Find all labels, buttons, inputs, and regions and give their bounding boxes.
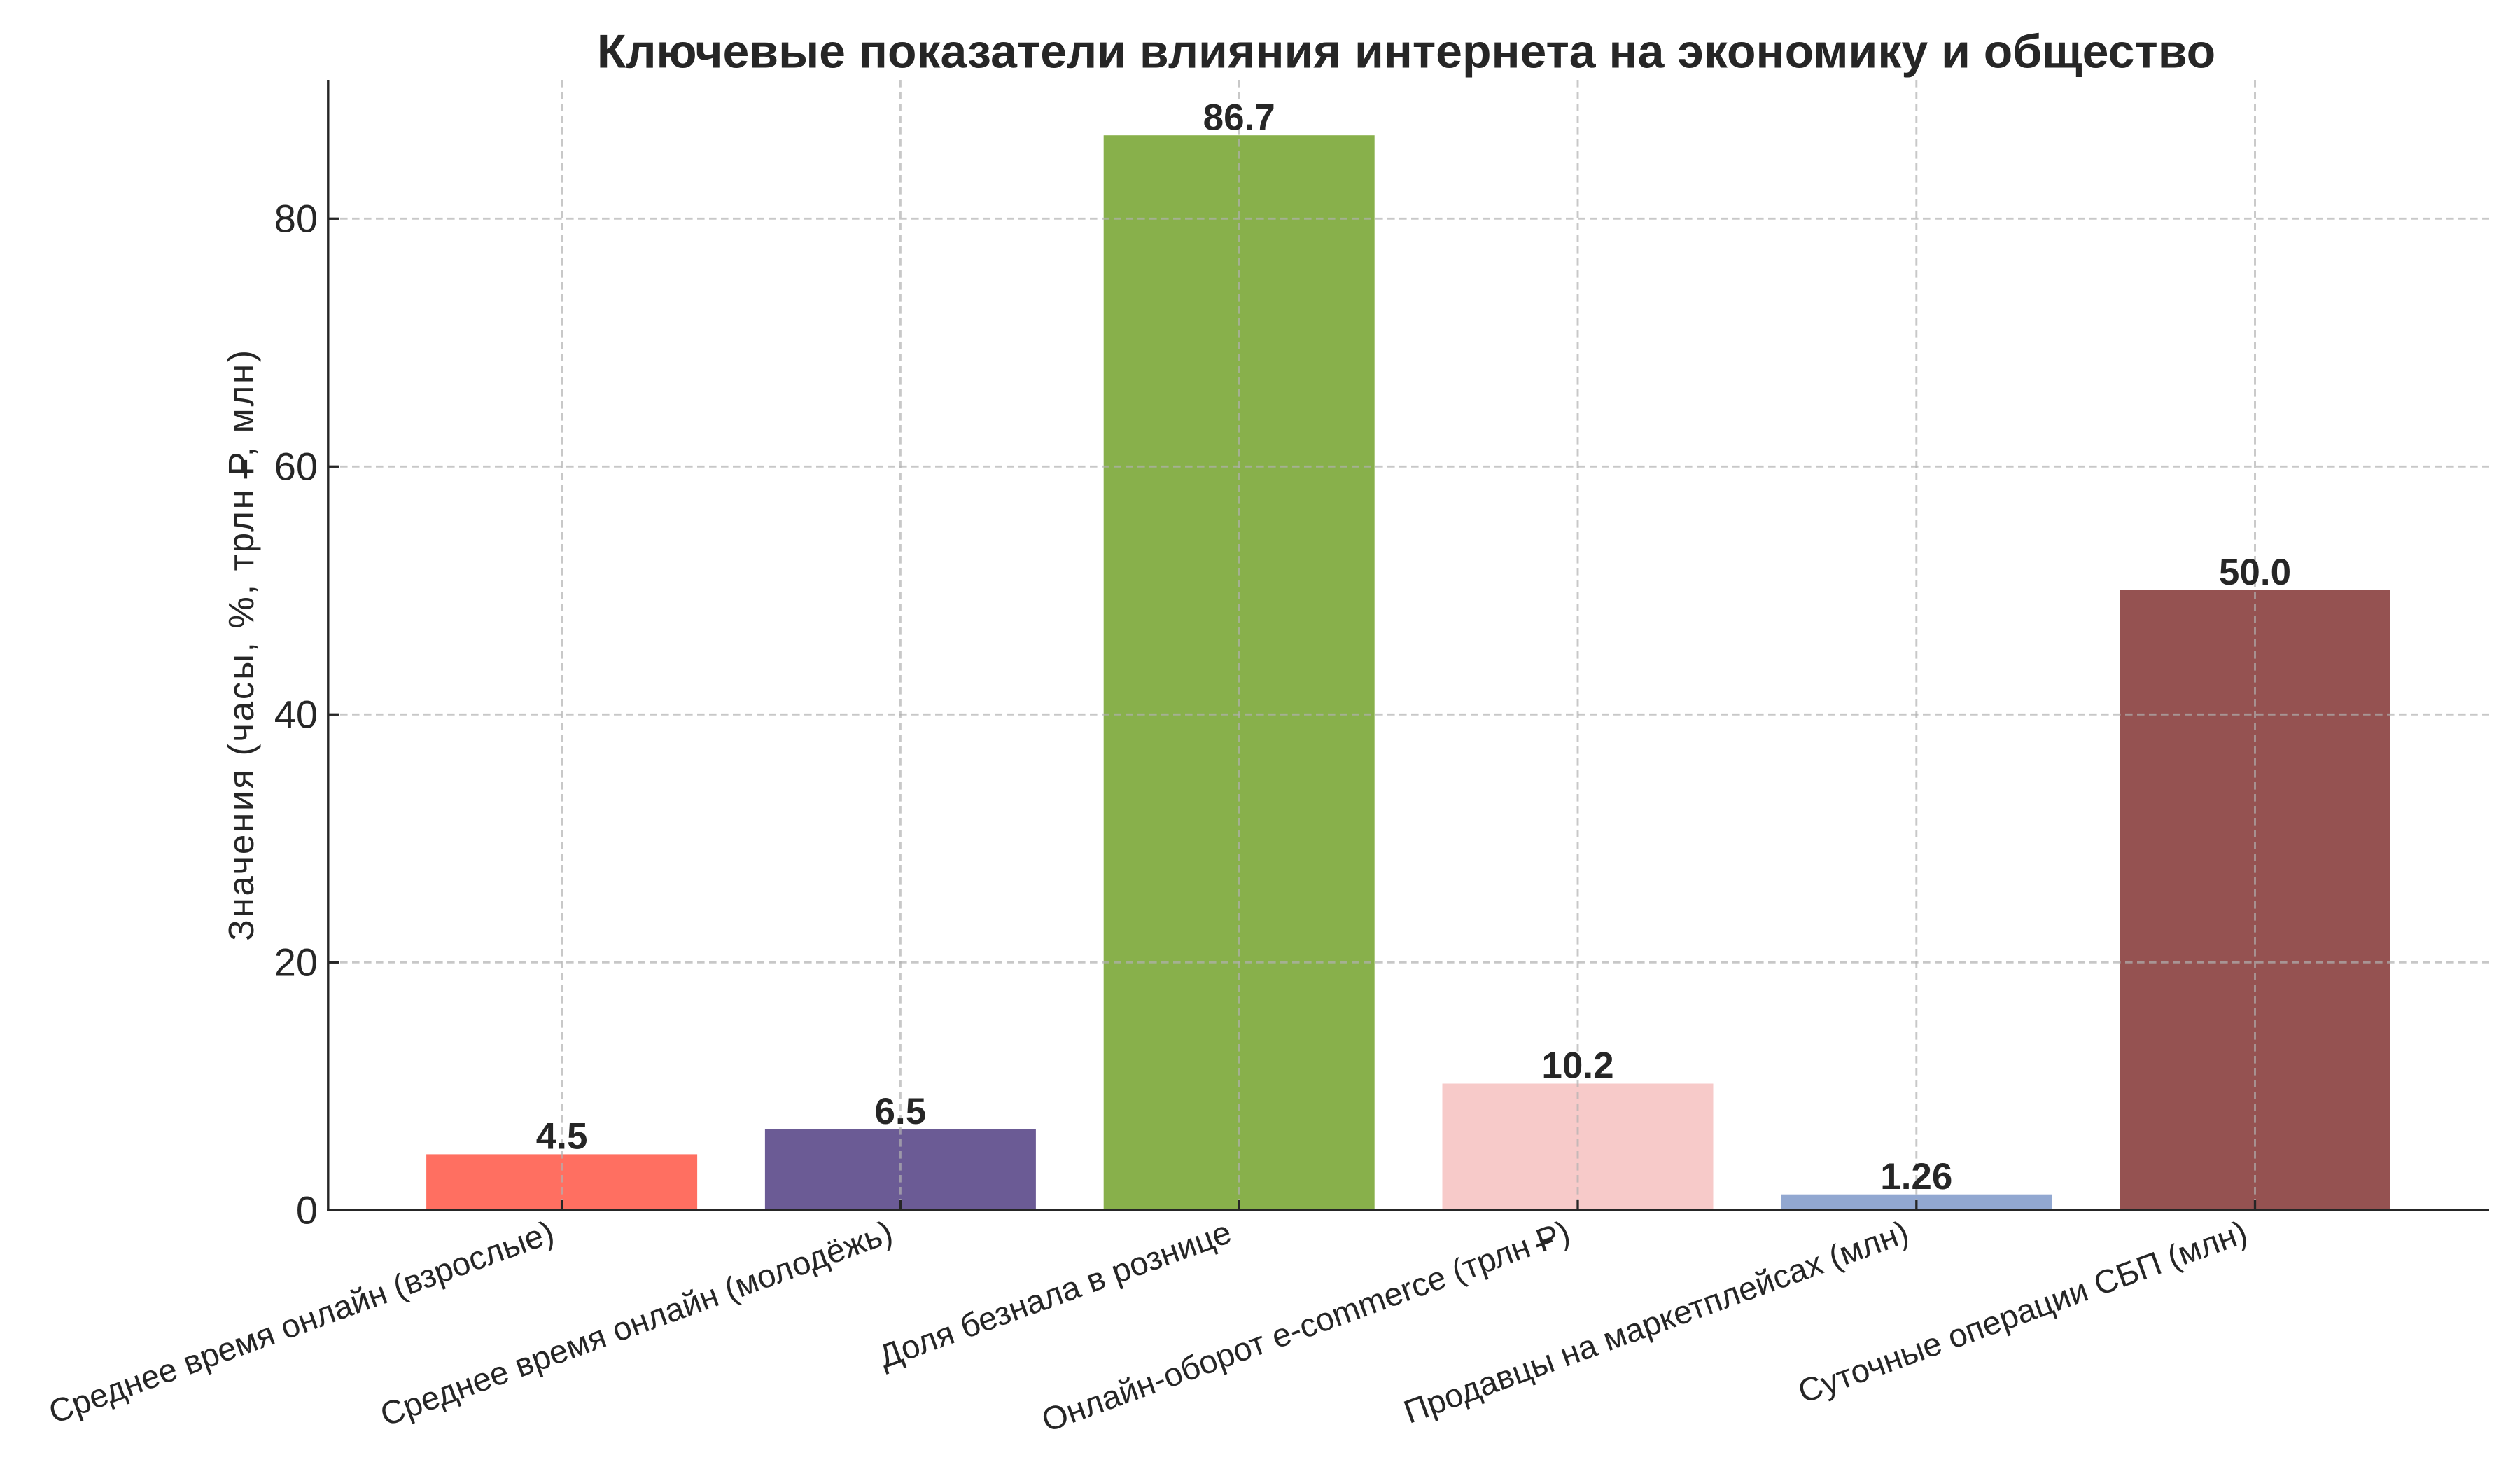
- svg-text:4.5: 4.5: [536, 1116, 588, 1157]
- svg-text:50.0: 50.0: [2219, 552, 2291, 593]
- svg-text:Ключевые показатели влияния ин: Ключевые показатели влияния интернета на…: [597, 25, 2216, 78]
- svg-text:6.5: 6.5: [875, 1091, 927, 1132]
- svg-text:86.7: 86.7: [1203, 97, 1275, 138]
- svg-text:40: 40: [274, 693, 318, 737]
- svg-text:80: 80: [274, 197, 318, 241]
- svg-text:10.2: 10.2: [1541, 1045, 1614, 1087]
- svg-text:1.26: 1.26: [1880, 1156, 1952, 1197]
- svg-text:0: 0: [296, 1188, 318, 1232]
- svg-text:20: 20: [274, 940, 318, 985]
- svg-text:60: 60: [274, 445, 318, 489]
- svg-text:Значения (часы, %, трлн Р, млн: Значения (часы, %, трлн Р, млн): [221, 350, 261, 941]
